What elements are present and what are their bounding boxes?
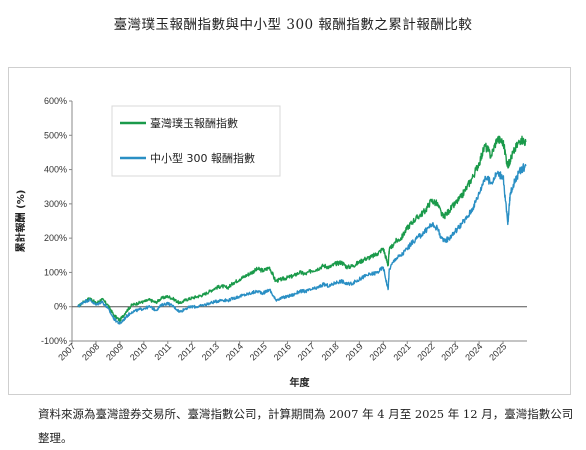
- x-tick-label: 2012: [176, 341, 197, 362]
- x-tick-label: 2018: [320, 341, 341, 362]
- y-tick-label: 0%: [54, 302, 67, 312]
- y-tick-label: 500%: [44, 130, 67, 140]
- y-tick-label: 400%: [44, 165, 67, 175]
- x-tick-label: 2021: [391, 341, 412, 362]
- chart-frame: [8, 67, 571, 395]
- y-tick-label: 200%: [44, 233, 67, 243]
- source-note: 資料來源為臺灣證券交易所、臺灣指數公司，計算期間為 2007 年 4 月至 20…: [38, 407, 574, 445]
- x-tick-label: 2016: [272, 341, 293, 362]
- x-tick-label: 2008: [80, 341, 101, 362]
- x-tick-label: 2025: [487, 341, 508, 362]
- legend-label-1: 臺灣璞玉報酬指數: [150, 116, 238, 130]
- series-line-1: [77, 135, 527, 322]
- series-line-2: [77, 163, 527, 325]
- legend-label-2: 中小型 300 報酬指數: [150, 151, 255, 165]
- x-tick-label: 2022: [415, 341, 436, 362]
- y-axis-title: 累計報酬 (%): [14, 190, 27, 253]
- x-tick-label: 2020: [367, 341, 388, 362]
- y-tick-label: 600%: [44, 96, 67, 106]
- y-tick-label: 100%: [44, 267, 67, 277]
- x-tick-label: 2017: [296, 341, 317, 362]
- x-tick-label: 2011: [152, 341, 173, 362]
- x-tick-label: 2009: [104, 341, 125, 362]
- x-tick-label: 2023: [439, 341, 460, 362]
- chart-title: 臺灣璞玉報酬指數與中小型 300 報酬指數之累計報酬比較: [113, 17, 473, 33]
- x-tick-label: 2010: [128, 341, 149, 362]
- x-tick-label: 2019: [344, 341, 365, 362]
- x-tick-label: 2015: [248, 341, 269, 362]
- legend-box: [111, 105, 281, 177]
- y-tick-label: -100%: [41, 336, 67, 346]
- x-tick-label: 2014: [224, 341, 245, 362]
- y-tick-label: 300%: [44, 199, 67, 209]
- x-tick-label: 2024: [463, 341, 484, 362]
- x-tick-label: 2013: [200, 341, 221, 362]
- x-axis-title: 年度: [290, 376, 311, 389]
